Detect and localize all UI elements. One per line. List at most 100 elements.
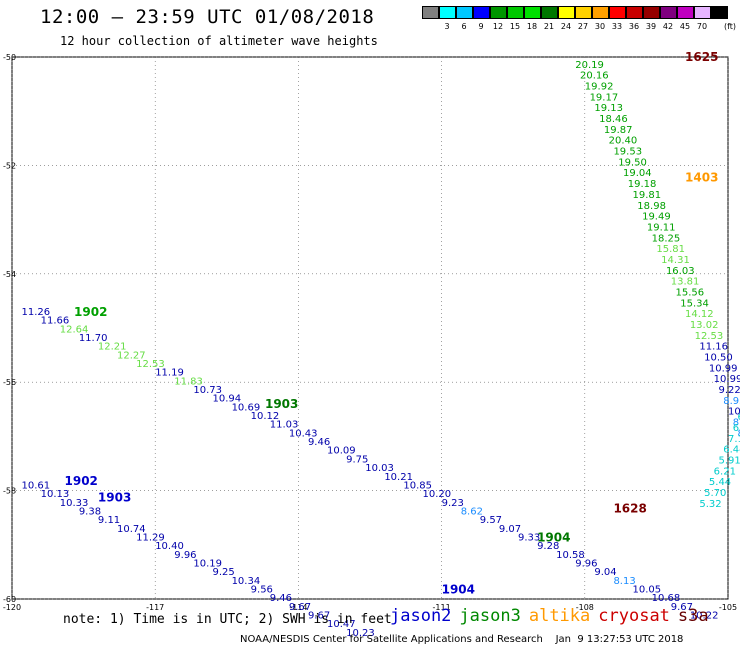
legend-swatch — [490, 6, 507, 19]
lat-tick-label: -52 — [3, 161, 16, 170]
wave-height-value: 19.92 — [585, 82, 614, 93]
pass-number-label: 1903 — [98, 490, 131, 504]
wave-height-value: 10.12 — [251, 411, 280, 422]
wave-height-value: 11.03 — [270, 420, 299, 431]
wave-height-value: 20.19 — [575, 60, 604, 71]
wave-height-value: 10.85 — [403, 480, 432, 491]
legend-label: 27 — [577, 22, 589, 31]
pass-number-label: 1902 — [74, 305, 107, 319]
wave-height-value: 12.53 — [695, 331, 724, 342]
wave-height-value: 9.23 — [442, 498, 464, 509]
legend-label: 33 — [611, 22, 623, 31]
wave-height-value: 9.96 — [575, 558, 597, 569]
wave-height-value: 18.98 — [637, 201, 666, 212]
footer-note: note: 1) Time is in UTC; 2) SWH is in fe… — [63, 612, 392, 627]
legend-label: 15 — [509, 22, 521, 31]
wave-height-value: 8.13 — [613, 576, 635, 587]
wave-height-value: 13.81 — [671, 277, 700, 288]
legend-swatch — [643, 6, 660, 19]
wave-height-value: 11.66 — [41, 316, 70, 327]
pass-number-label: 1904 — [442, 583, 475, 597]
legend-label: 42 — [662, 22, 674, 31]
wave-height-value: 11.29 — [136, 532, 165, 543]
track-jason3-1904: 20.1920.1619.9219.1719.1318.4619.8720.40… — [575, 60, 740, 440]
wave-height-value: 10.58 — [556, 550, 585, 561]
wave-height-value: 19.53 — [613, 147, 642, 158]
satellite-legend-cryosat: cryosat — [598, 606, 670, 626]
pass-number-label: 1904 — [537, 531, 570, 545]
wave-height-value: 6.68 — [733, 423, 740, 434]
satellite-legend: jason2 jason3 altika cryosat s3a — [390, 606, 717, 626]
lon-tick-label: -117 — [146, 603, 164, 612]
wave-height-value: 10.19 — [193, 558, 222, 569]
legend-swatch — [694, 6, 711, 19]
track-jason2-1902: 11.2611.6612.6411.7012.2112.2712.5311.19… — [22, 307, 719, 622]
legend-swatch — [626, 6, 643, 19]
wave-height-value: 10.74 — [117, 524, 146, 535]
wave-height-value: 10.13 — [41, 489, 70, 500]
lat-tick-label: -60 — [3, 595, 16, 604]
wave-height-value: 19.04 — [623, 168, 652, 179]
wave-height-value: 20.16 — [580, 71, 609, 82]
wave-height-value: 19.13 — [594, 103, 623, 114]
lat-tick-label: -58 — [3, 487, 16, 496]
pass-number-label: 1403 — [685, 171, 718, 185]
legend-label: 36 — [628, 22, 640, 31]
pass-number-label: 1628 — [613, 501, 646, 515]
wave-height-value: 14.31 — [661, 255, 690, 266]
wave-height-value: 9.11 — [98, 515, 120, 526]
wave-height-value: 10.47 — [327, 619, 356, 630]
axis-ticks: -50 -52 -54 -56 -58 -60-120 -117 -114 -111 -108 -1… — [3, 53, 737, 612]
wave-height-value: 9.67 — [308, 611, 330, 622]
legend-swatch — [507, 6, 524, 19]
map-subtitle: 12 hour collection of altimeter wave hei… — [60, 34, 378, 48]
legend-swatch — [422, 6, 439, 19]
wave-height-value: 9.46 — [270, 593, 292, 604]
wave-height-value: 9.56 — [251, 584, 273, 595]
wave-height-value: 9.22 — [718, 385, 740, 396]
wave-height-value: 10.20 — [423, 489, 452, 500]
wave-height-value: 10.99 — [714, 374, 740, 385]
wave-height-value: 20.40 — [609, 136, 638, 147]
wave-height-value: 11.26 — [22, 307, 51, 318]
legend-swatch — [677, 6, 694, 19]
wave-height-value: 9.33 — [518, 532, 540, 543]
wave-height-value: 15.56 — [675, 287, 704, 298]
lon-tick-label: -108 — [576, 603, 594, 612]
wave-height-value: 18.46 — [599, 114, 628, 125]
wave-height-value: 10.69 — [232, 402, 261, 413]
legend-label: 3 — [444, 22, 450, 31]
wave-height-value: 19.87 — [604, 125, 633, 136]
wave-height-value: 10.23 — [346, 628, 375, 639]
wave-height-value: 6.99 — [738, 412, 740, 423]
wave-height-value: 19.18 — [628, 179, 657, 190]
wave-height-value: 9.25 — [212, 567, 234, 578]
wave-height-value: 15.81 — [656, 244, 685, 255]
wave-height-value: 8.93 — [723, 396, 740, 407]
wave-height-value: 10.68 — [652, 593, 681, 604]
wave-height-value: 9.96 — [174, 550, 196, 561]
wave-height-value: 8.56 — [733, 418, 740, 429]
legend-unit: (ft) — [723, 22, 737, 31]
legend-label: 18 — [526, 22, 538, 31]
map-frame — [11, 56, 729, 600]
lon-tick-label: -114 — [289, 603, 307, 612]
wave-height-value: 6.21 — [714, 466, 736, 477]
legend-swatch — [711, 6, 728, 19]
wave-height-value: 10.33 — [60, 498, 89, 509]
pass-number-label: 1625 — [685, 50, 718, 64]
track-jason2-1903: 10.6110.1310.339.389.1110.7411.2910.409.… — [22, 480, 375, 638]
wave-height-value: 7.11 — [728, 434, 740, 445]
wave-height-value: 14.12 — [685, 309, 714, 320]
lon-tick-label: -111 — [433, 603, 451, 612]
wave-height-value: 12.21 — [98, 342, 127, 353]
wave-height-value: 9.38 — [79, 506, 101, 517]
wave-height-value: 10.50 — [704, 353, 733, 364]
legend-label: 21 — [543, 22, 555, 31]
legend-label: 9 — [478, 22, 484, 31]
credit-line: NOAA/NESDIS Center for Satellite Applica… — [240, 634, 684, 645]
wave-height-value: 10.61 — [22, 480, 51, 491]
wave-height-value: 15.34 — [680, 298, 709, 309]
legend-swatch — [609, 6, 626, 19]
